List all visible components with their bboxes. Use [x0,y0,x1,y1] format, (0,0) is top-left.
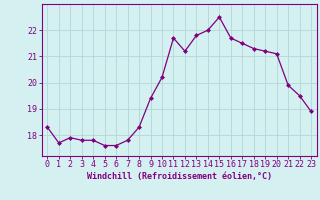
X-axis label: Windchill (Refroidissement éolien,°C): Windchill (Refroidissement éolien,°C) [87,172,272,181]
